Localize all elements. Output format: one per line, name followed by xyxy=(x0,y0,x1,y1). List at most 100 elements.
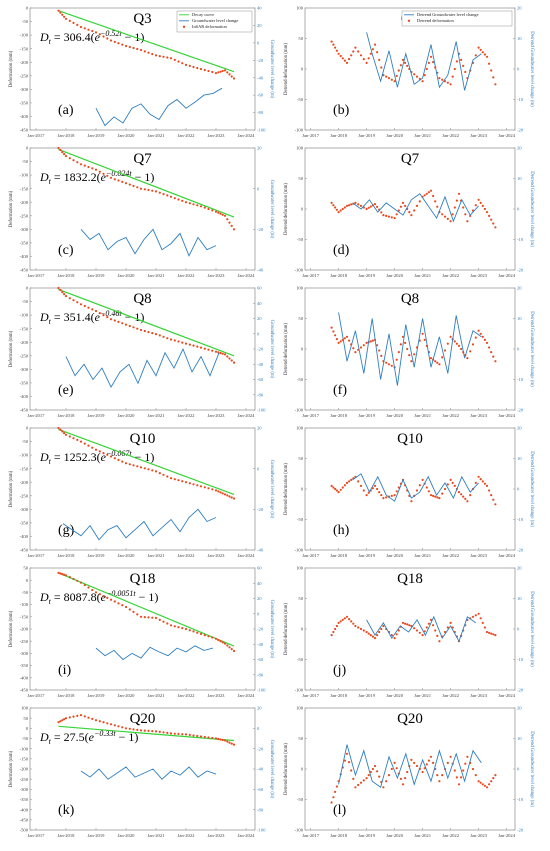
deformation-point xyxy=(184,481,188,484)
ytick-right-label: 0 xyxy=(257,40,260,45)
deformation-point xyxy=(330,634,333,637)
ytick-left-label: -350 xyxy=(20,797,29,802)
deformation-point xyxy=(490,632,493,635)
deformation-point xyxy=(451,481,454,484)
ytick-left-label: -350 xyxy=(20,240,29,245)
deformation-point xyxy=(102,314,105,317)
deformation-point xyxy=(221,641,224,644)
deformation-point xyxy=(410,758,413,762)
xtick-label: Jan-2018 xyxy=(330,833,348,838)
deformation-point xyxy=(98,593,101,596)
deformation-point xyxy=(59,11,62,14)
deformation-point xyxy=(177,732,180,736)
deformation-point xyxy=(181,199,184,202)
deformation-point xyxy=(378,491,381,494)
equation-part: − 1) xyxy=(116,730,139,744)
deformation-point xyxy=(395,213,398,216)
xtick-label: Jan-2021 xyxy=(414,273,432,278)
xtick-label: Jan-2019 xyxy=(88,413,106,418)
deformation-point xyxy=(393,637,396,640)
deformation-point xyxy=(211,349,214,352)
deformation-point xyxy=(57,9,60,12)
deformation-point xyxy=(169,57,173,60)
ytick-left-label: -100 xyxy=(20,746,29,751)
deformation-point xyxy=(345,204,349,207)
deformation-point xyxy=(151,332,154,335)
xtick-label: Jan-2017 xyxy=(302,553,320,558)
deformation-point xyxy=(143,729,146,732)
deformation-point xyxy=(154,730,158,733)
deformation-point xyxy=(72,299,75,302)
equation-part: D xyxy=(39,170,49,184)
xtick-label: Jan-2023 xyxy=(208,693,226,698)
deformation-point xyxy=(169,195,173,198)
plot-frame xyxy=(29,427,256,551)
deformation-point xyxy=(94,309,98,313)
deformation-point xyxy=(477,329,480,332)
deformation-point xyxy=(223,493,227,496)
ytick-right-label: 40 xyxy=(257,301,262,306)
ytick-left-label: 100 xyxy=(296,286,304,291)
deformation-point xyxy=(387,774,391,777)
deformation-point xyxy=(481,783,484,786)
xtick-label: Jan-2023 xyxy=(470,413,488,418)
deformation-point xyxy=(367,774,370,777)
xtick-label: Jan-2021 xyxy=(414,553,432,558)
deformation-point xyxy=(79,163,83,166)
panel-title: Q18 xyxy=(130,571,156,587)
xtick-label: Jan-2019 xyxy=(358,133,376,138)
deformation-point xyxy=(413,761,416,765)
deformation-point xyxy=(350,203,353,206)
deformation-point xyxy=(196,204,199,207)
panel-label: (j) xyxy=(333,663,347,678)
deformation-point xyxy=(469,214,472,217)
ytick-right-label: -10 xyxy=(517,237,524,242)
ytick-right-label: -80 xyxy=(257,110,264,115)
deformation-point xyxy=(348,480,351,483)
deformation-point xyxy=(139,615,143,618)
deformation-point xyxy=(63,15,66,18)
deformation-point xyxy=(98,312,101,315)
deformation-point xyxy=(432,61,435,64)
deformation-point xyxy=(492,76,495,79)
deformation-point xyxy=(436,634,439,638)
ytick-right-label: -10 xyxy=(517,97,524,102)
ytick-right-label: 0 xyxy=(257,466,260,471)
deformation-point xyxy=(395,358,398,361)
deformation-point xyxy=(91,167,94,170)
deformation-point xyxy=(415,489,419,492)
deformation-point xyxy=(415,629,419,632)
deformation-point xyxy=(434,629,437,632)
deformation-point xyxy=(441,774,444,777)
deformation-point xyxy=(196,734,199,738)
deformation-point xyxy=(359,484,363,487)
xtick-label: Jan-2021 xyxy=(148,693,166,698)
ytick-right-label: 10 xyxy=(517,176,522,181)
xtick-label: Jan-2017 xyxy=(28,553,46,558)
deformation-point xyxy=(109,455,113,458)
deformation-point xyxy=(423,338,426,341)
deformation-point xyxy=(369,634,372,637)
xtick-label: Jan-2024 xyxy=(238,693,256,698)
deformation-point xyxy=(207,635,210,638)
deformation-point xyxy=(76,579,79,582)
ytick-left-label: -100 xyxy=(295,688,304,693)
legend-entry: Detrend Groundwater level change xyxy=(417,12,479,17)
deformation-point xyxy=(373,43,377,46)
legend-entry: Decay curve xyxy=(192,12,214,17)
deformation-point xyxy=(421,80,424,83)
deformation-point xyxy=(479,781,482,784)
deformation-point xyxy=(348,58,351,61)
panel-label: (b) xyxy=(333,103,350,118)
equation-part: t xyxy=(49,597,52,606)
deformation-point xyxy=(382,624,385,628)
deformation-point xyxy=(343,617,346,620)
xtick-label: Jan-2018 xyxy=(58,413,76,418)
xtick-label: Jan-2022 xyxy=(442,693,460,698)
deformation-point xyxy=(453,340,456,343)
ytick-left-label: 100 xyxy=(296,146,304,151)
equation-part: = 8087.8( xyxy=(51,590,101,604)
ytick-right-label: -20 xyxy=(257,347,264,352)
deformation-point xyxy=(214,737,218,740)
